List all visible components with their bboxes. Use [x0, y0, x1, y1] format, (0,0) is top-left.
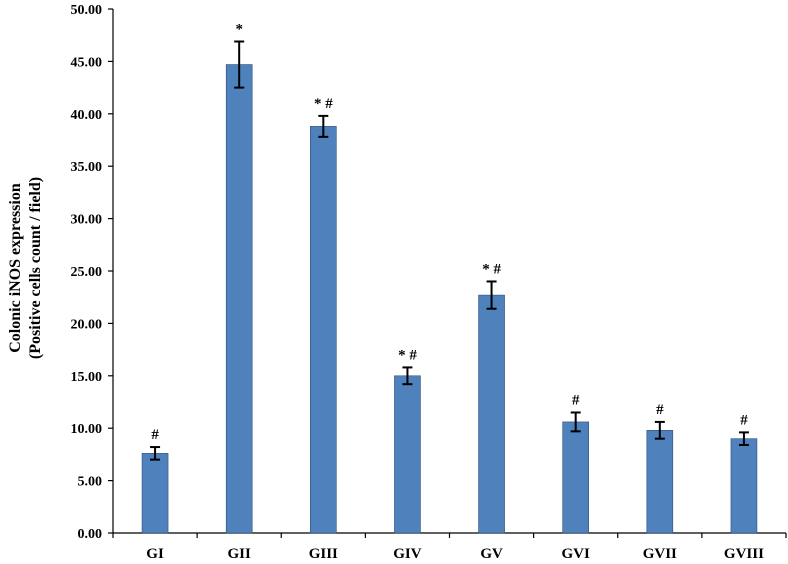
x-tick-label: GV	[480, 546, 503, 562]
bar	[562, 421, 589, 534]
y-tick-label: 40.00	[71, 108, 103, 123]
x-tick-label: GVI	[562, 546, 591, 562]
y-axis-label-line-2: (Positive cells count / field)	[27, 177, 44, 359]
bar	[225, 64, 253, 534]
bar	[478, 294, 505, 534]
bar	[394, 375, 421, 534]
x-tick-label: GII	[228, 546, 252, 562]
y-tick-label: 5.00	[78, 475, 103, 490]
significance-annotation: * #	[398, 347, 417, 363]
x-tick-label: GIII	[309, 546, 338, 562]
bar	[141, 453, 169, 534]
significance-annotation: * #	[314, 96, 333, 112]
significance-annotation: #	[740, 412, 748, 428]
y-tick-label: 20.00	[71, 317, 103, 332]
x-tick-label: GVIII	[724, 546, 764, 562]
significance-annotation: *	[235, 21, 243, 37]
y-axis-label: Colonic iNOS expression (Positive cells …	[7, 177, 44, 359]
y-tick-label: 25.00	[71, 265, 103, 280]
plot-area: 0.00 5.00 10.00 15.00 20.00 25.00 30.00 35.00 40…	[71, 3, 787, 562]
y-tick-label: 35.00	[71, 160, 103, 175]
y-axis-label-line-1: Colonic iNOS expression	[7, 183, 24, 353]
x-tick-label: GVII	[643, 546, 677, 562]
significance-annotation: #	[151, 427, 159, 443]
y-tick-label: 10.00	[71, 422, 103, 437]
x-tick-label: GIV	[393, 546, 422, 562]
x-tick-label: GI	[146, 546, 164, 562]
y-tick-label: 50.00	[71, 3, 103, 18]
bar	[310, 126, 337, 534]
significance-annotation: #	[572, 392, 580, 408]
significance-annotation: * #	[482, 261, 501, 277]
significance-annotation: #	[656, 402, 664, 418]
y-tick-label: 15.00	[71, 370, 103, 385]
y-tick-label: 30.00	[71, 213, 103, 228]
y-tick-label: 0.00	[78, 527, 103, 542]
bar	[730, 438, 758, 534]
y-tick-label: 45.00	[71, 55, 103, 70]
bar	[646, 429, 674, 534]
